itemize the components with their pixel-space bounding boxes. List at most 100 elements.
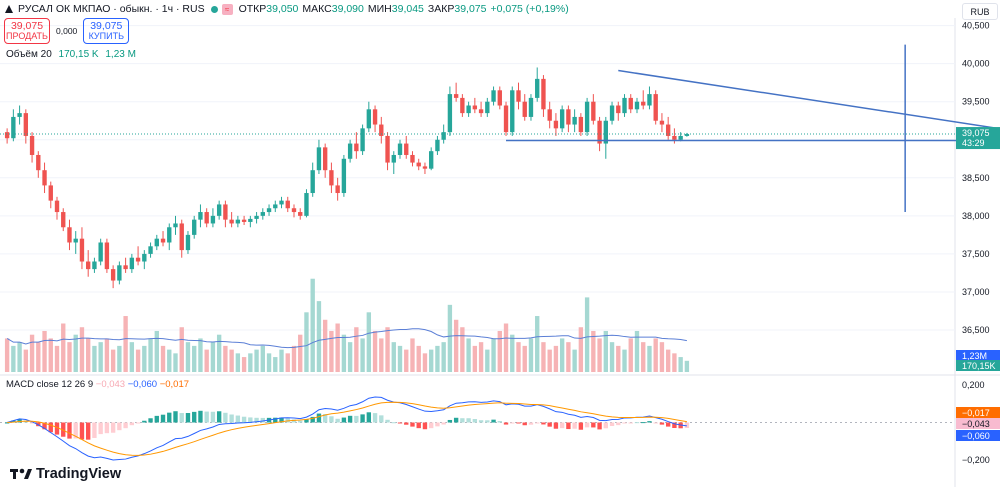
volume-bar bbox=[347, 342, 353, 372]
ohlc-badge-icon: ≈ bbox=[221, 3, 233, 15]
volume-axis-label: 1,23M bbox=[962, 351, 987, 361]
macd-hist-bar bbox=[210, 411, 216, 423]
volume-bar bbox=[641, 342, 646, 372]
volume-bar bbox=[535, 316, 540, 372]
macd-hist-bar bbox=[391, 422, 396, 424]
symbol-title[interactable]: РУСАЛ ОК МКПАО · обыкн. · 1ч · RUS bbox=[18, 3, 205, 15]
volume-bar bbox=[260, 345, 265, 372]
open-label: ОТКР bbox=[238, 3, 267, 15]
trendline-drawing bbox=[618, 69, 1000, 130]
candle-body bbox=[316, 147, 322, 171]
macd-hist-bar bbox=[522, 422, 527, 426]
volume-bar bbox=[503, 323, 509, 372]
macd-hist-bar bbox=[167, 412, 172, 423]
volume-bar bbox=[98, 342, 103, 372]
volume-bar bbox=[329, 330, 334, 372]
volume-legend-label: Объём 20 bbox=[6, 49, 52, 60]
macd-legend[interactable]: MACD close 12 26 9 −0,043 −0,060 −0,017 bbox=[6, 379, 189, 390]
volume-bar bbox=[142, 345, 147, 372]
volume-bar bbox=[42, 330, 47, 372]
volume-bar bbox=[672, 353, 677, 372]
macd-axis-label: −0,043 bbox=[962, 419, 990, 429]
candle-body bbox=[404, 143, 409, 155]
macd-line bbox=[6, 396, 687, 461]
candle-body bbox=[17, 113, 22, 117]
volume-bar bbox=[48, 338, 53, 372]
volume-bar bbox=[123, 316, 128, 372]
volume-bar bbox=[572, 349, 577, 372]
close-value: 39,075 bbox=[454, 3, 487, 15]
candle-body bbox=[528, 97, 534, 117]
macd-hist-bar bbox=[385, 419, 390, 423]
tradingview-logo[interactable]: TradingView bbox=[10, 466, 121, 482]
candle-body bbox=[223, 204, 228, 220]
volume-bar bbox=[397, 345, 403, 372]
brand-name: TradingView bbox=[36, 466, 122, 482]
volume-bar bbox=[135, 349, 141, 372]
volume-bar bbox=[553, 345, 559, 372]
volume-ma-line bbox=[6, 328, 687, 349]
macd-hist-bar bbox=[54, 422, 60, 435]
candle-body bbox=[535, 78, 540, 98]
candle-body bbox=[61, 212, 66, 228]
macd-hist-bar bbox=[541, 422, 546, 425]
candle-body bbox=[379, 124, 384, 136]
volume-bar bbox=[335, 323, 340, 372]
macd-hist-bar bbox=[235, 415, 241, 423]
volume-bar bbox=[167, 349, 172, 372]
currency-button[interactable]: RUB bbox=[962, 3, 998, 20]
candle-body bbox=[204, 212, 209, 224]
macd-hist-bar bbox=[435, 422, 440, 427]
trade-buttons: 39,075 ПРОДАТЬ 0,000 39,075 КУПИТЬ bbox=[4, 18, 130, 44]
buy-button[interactable]: 39,075 КУПИТЬ bbox=[83, 18, 130, 44]
macd-hist-bar bbox=[241, 416, 247, 423]
candle-body bbox=[198, 212, 203, 220]
volume-bar bbox=[559, 338, 565, 372]
macd-hist-bar bbox=[79, 422, 85, 440]
macd-hist-bar bbox=[329, 416, 334, 423]
volume-bar bbox=[266, 353, 272, 372]
volume-bar bbox=[647, 345, 652, 372]
volume-legend[interactable]: Объём 20 170,15 K 1,23 M bbox=[6, 49, 136, 60]
volume-bar bbox=[366, 312, 372, 372]
candle-body bbox=[167, 227, 172, 243]
candle-body bbox=[135, 257, 141, 262]
volume-bar bbox=[684, 360, 690, 372]
candle-body bbox=[472, 105, 478, 110]
macd-hist-bar bbox=[11, 420, 16, 423]
macd-hist-bar bbox=[379, 415, 384, 423]
last-price-badge bbox=[956, 127, 1000, 150]
volume-bar bbox=[516, 342, 521, 372]
candle-body bbox=[241, 219, 247, 222]
volume-bar bbox=[179, 327, 184, 372]
volume-bar bbox=[273, 357, 278, 372]
macd-hist-bar bbox=[397, 422, 403, 424]
volume-bar bbox=[23, 349, 29, 372]
sell-button[interactable]: 39,075 ПРОДАТЬ bbox=[4, 18, 50, 44]
macd-hist-bar bbox=[472, 418, 478, 423]
volume-bar bbox=[616, 345, 621, 372]
macd-hist-bar bbox=[322, 414, 328, 423]
macd-hist-bar bbox=[547, 422, 552, 427]
candle-body bbox=[622, 97, 627, 114]
volume-bar bbox=[148, 338, 153, 372]
high-value: 39,090 bbox=[331, 3, 364, 15]
macd-hist-bar bbox=[603, 422, 608, 429]
macd-hist-bar bbox=[404, 422, 409, 425]
candle-body bbox=[385, 135, 390, 163]
volume-bar bbox=[17, 342, 22, 372]
macd-hist-bar bbox=[291, 419, 297, 423]
macd-hist-bar bbox=[354, 415, 359, 423]
macd-hist-bar bbox=[29, 422, 35, 424]
high-label: МАКС bbox=[302, 3, 332, 15]
candle-body bbox=[641, 101, 646, 106]
candle-body bbox=[266, 208, 272, 213]
price-tick-label: 37,000 bbox=[962, 287, 990, 297]
candle-body bbox=[154, 238, 159, 247]
volume-bar bbox=[229, 349, 234, 372]
price-tick-label: 38,000 bbox=[962, 211, 990, 221]
macd-hist-bar bbox=[154, 415, 159, 423]
candle-body bbox=[173, 223, 178, 228]
volume-bar bbox=[185, 342, 191, 372]
